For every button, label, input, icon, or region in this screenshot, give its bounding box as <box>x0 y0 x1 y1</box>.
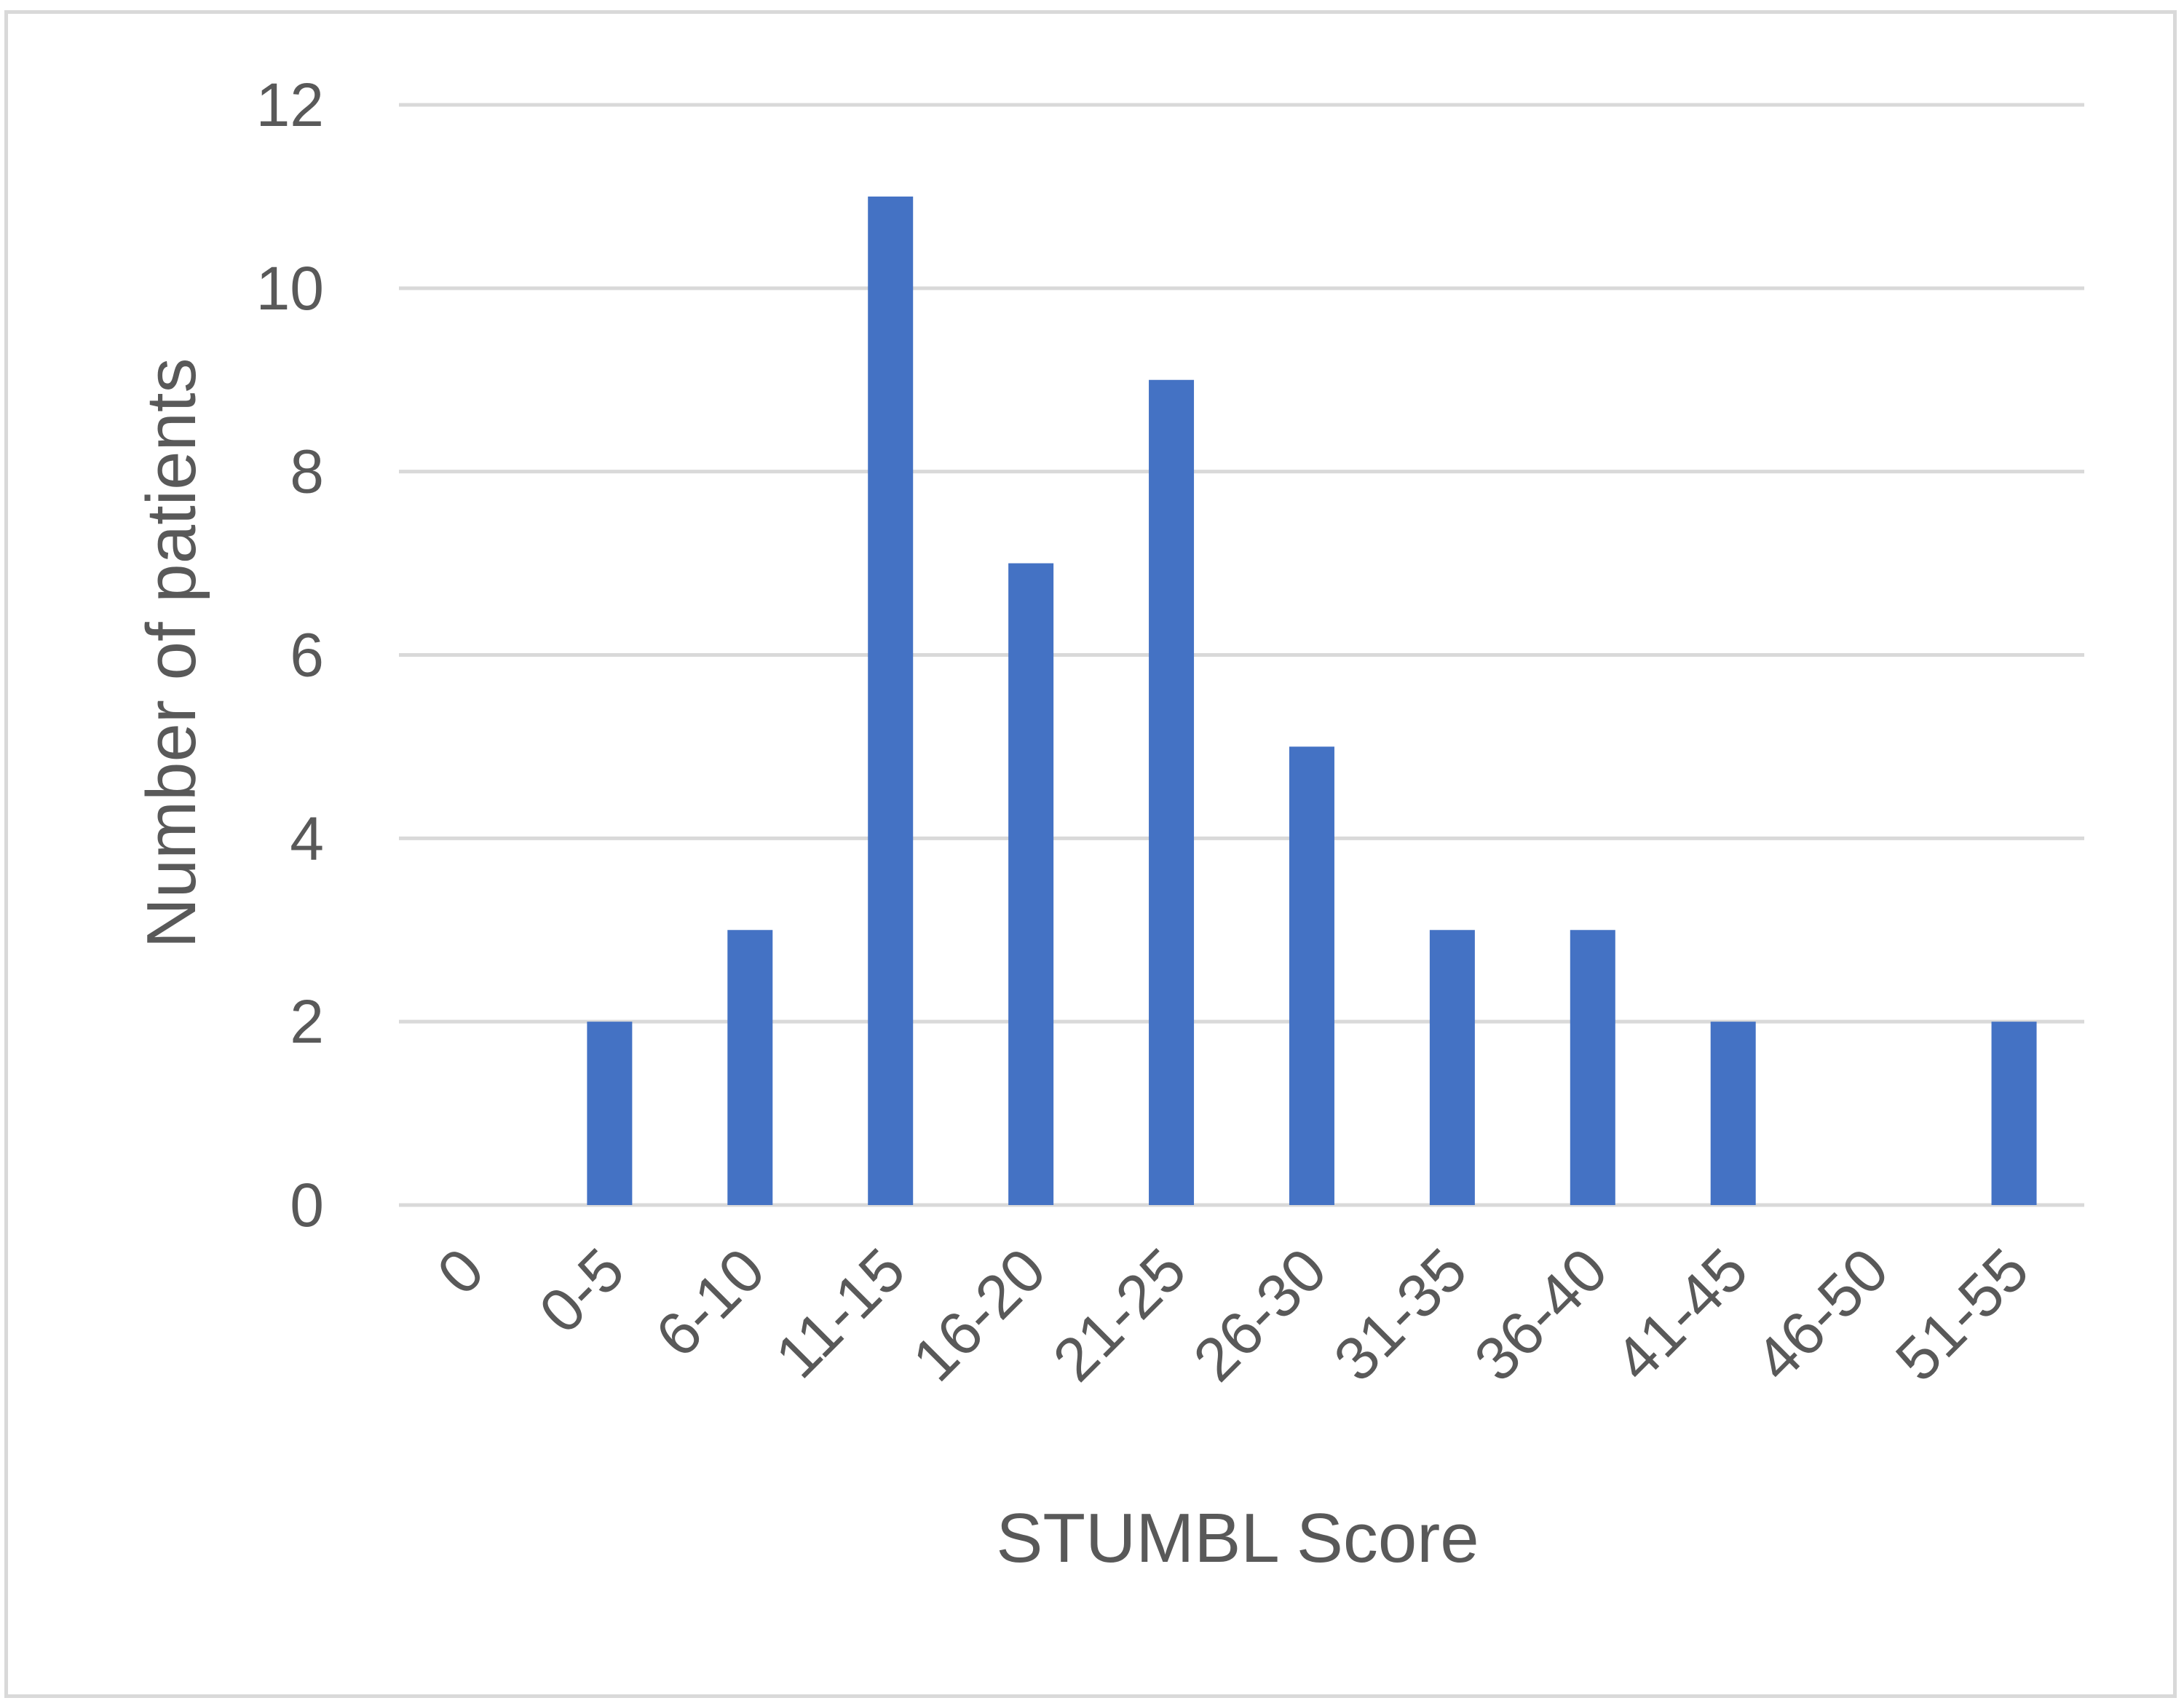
x-tick-label: 11-15 <box>762 1235 918 1391</box>
x-tick-label: 41-45 <box>1602 1235 1760 1394</box>
x-tick-label: 16-20 <box>899 1235 1058 1394</box>
bars <box>587 196 2037 1206</box>
gridlines <box>399 103 2084 1207</box>
bar-11-15 <box>868 196 914 1206</box>
x-tick-label: 6-10 <box>643 1235 778 1370</box>
x-tick-label: 46-50 <box>1742 1235 1901 1394</box>
bar-16-20 <box>1008 563 1054 1205</box>
bar-21-25 <box>1149 379 1195 1205</box>
bar-26-30 <box>1289 746 1334 1205</box>
chart-frame <box>4 10 2177 1698</box>
x-axis-ticks: 0 0-5 6-1011-1516-2021-2526-3031-3536-4041… <box>424 1235 2042 1394</box>
x-tick-label: 0 <box>424 1235 497 1308</box>
x-axis-title: STUMBL Score <box>996 1499 1479 1577</box>
bar-0-5 <box>587 1022 633 1205</box>
bar-51-55 <box>1991 1022 2037 1205</box>
y-axis-title: Number of patients <box>132 358 210 948</box>
bar-6-10 <box>727 930 773 1205</box>
x-tick-label: 26-30 <box>1180 1235 1339 1394</box>
bar-41-45 <box>1710 1022 1756 1205</box>
x-tick-label: 0-5 <box>526 1235 637 1346</box>
y-tick-label: 6 <box>290 621 324 690</box>
y-tick-label: 0 <box>290 1171 324 1239</box>
y-tick-label: 4 <box>290 804 324 872</box>
bar-36-40 <box>1570 930 1615 1205</box>
y-tick-label: 12 <box>256 71 324 139</box>
y-tick-label: 2 <box>290 987 324 1056</box>
y-tick-label: 10 <box>256 254 324 323</box>
x-tick-label: 21-25 <box>1040 1235 1198 1394</box>
y-tick-label: 8 <box>290 438 324 506</box>
x-tick-label: 36-40 <box>1461 1235 1620 1394</box>
bar-31-35 <box>1429 930 1475 1205</box>
x-tick-label: 51-55 <box>1883 1235 2041 1394</box>
y-axis-ticks: 0 2 4 6 8 10 12 <box>256 71 324 1239</box>
x-tick-label: 31-35 <box>1321 1235 1479 1394</box>
